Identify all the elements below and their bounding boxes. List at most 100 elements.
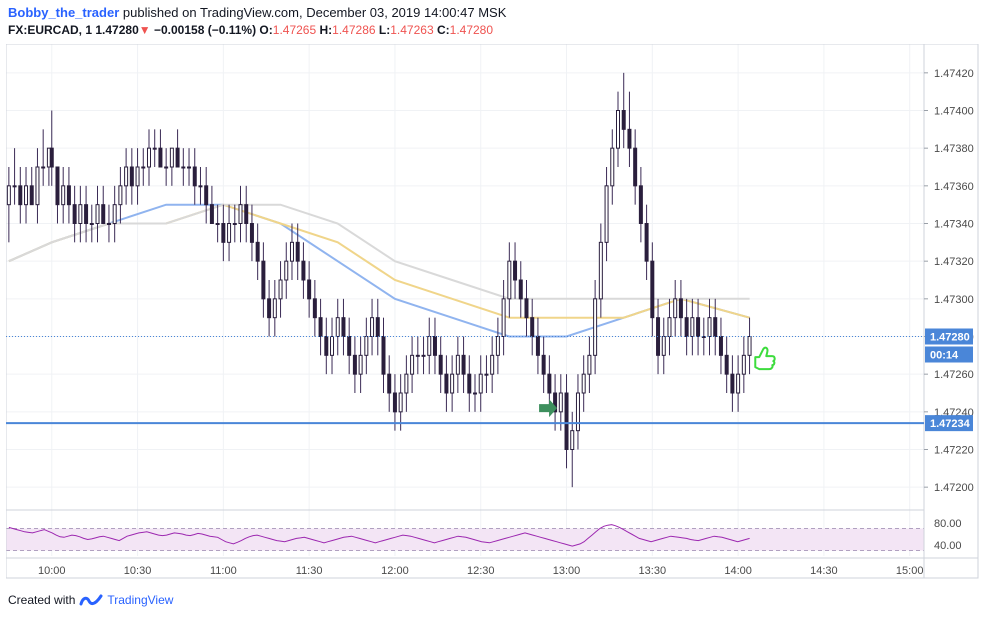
candle-body [473,392,478,395]
candle-body [575,392,580,432]
candle-body [106,223,111,225]
candle-body [724,354,729,375]
candle-body [524,298,529,319]
tradingview-brand-link[interactable]: TradingView [107,593,174,607]
y-tick-label: 1.47300 [934,294,974,306]
rsi-tick-label: 40.00 [934,540,962,552]
candle-body [35,166,40,206]
y-tick-label: 1.47420 [934,68,974,80]
candle-body [404,373,409,394]
price-change: −0.00158 (−0.11%) [153,23,257,37]
last-price-label: 1.47280 [930,332,970,344]
candle-body [461,354,466,375]
last-price-label-bg [925,328,973,345]
candle-body [204,185,209,206]
x-tick-label: 13:30 [639,565,667,577]
candle-body [415,354,420,357]
candle-body [307,279,312,300]
published-text: published on TradingView.com, December 0… [122,5,507,20]
candle-body [455,354,460,375]
chart-frame [5,43,979,579]
candle-body [181,166,186,169]
candle-body [272,298,277,319]
countdown-label: 00:14 [930,350,959,362]
candle-body [610,147,615,187]
candle-body [518,279,523,300]
candle-body [330,336,335,356]
candle-body [227,223,232,243]
chart-header: Bobby_the_trader published on TradingVie… [0,0,988,44]
candle-body [621,110,626,130]
candle-body [24,185,29,206]
candle-body [375,317,380,337]
x-tick-label: 11:00 [210,565,237,577]
candle-body [604,185,609,243]
candle-body [295,241,300,262]
candle-body [61,185,66,206]
candle-body [633,147,638,187]
candle-body [427,336,432,356]
candle-body [112,204,117,225]
candle-body [673,298,678,319]
candle-body [587,354,592,375]
candles [6,72,752,488]
candle-body [547,373,552,394]
y-tick-label: 1.47400 [934,106,974,118]
candle-body [638,185,643,224]
open-label: O: [259,23,273,37]
thumbs-up-icon [754,346,776,371]
candle-body [570,430,575,450]
candle-body [164,166,169,169]
rsi-band [6,528,924,551]
candle-body [467,373,472,394]
rsi-tick-label: 80.00 [934,518,962,530]
support-price-label-bg [925,415,973,432]
close-label: C: [436,23,450,37]
candle-body [432,336,437,356]
ema-line [8,203,750,338]
candle-body [187,166,192,169]
candle-body [484,373,489,376]
y-tick-label: 1.47220 [934,445,974,457]
candle-body [18,185,23,206]
symbol-line: FX:EURCAD, 1 1.47280▼ −0.00158 (−0.11%) … [8,23,493,37]
candle-body [364,336,369,356]
candle-body [66,185,71,206]
candle-body [616,110,620,149]
candle-body [215,223,220,225]
candle-body [95,204,100,225]
candle-body [598,241,603,300]
y-tick-label: 1.47320 [934,256,974,268]
x-tick-label: 10:30 [124,565,152,577]
candle-body [444,373,449,394]
candle-body [101,204,106,225]
support-price-label: 1.47234 [930,418,971,430]
candle-body [49,147,54,168]
candle-body [713,317,718,337]
candle-body [684,317,689,337]
candle-body [495,336,500,356]
candle-body [690,317,695,337]
x-tick-label: 10:00 [38,565,66,577]
candle-body [490,354,495,375]
x-tick-label: 12:30 [467,565,495,577]
candle-body [667,317,672,337]
candle-body [169,147,174,168]
ema-line [8,203,750,300]
grid-lines [6,44,924,556]
x-tick-label: 13:00 [553,565,581,577]
author-link[interactable]: Bobby_the_trader [8,5,120,20]
candle-body [535,336,540,356]
candle-body [581,373,586,394]
candle-body [192,166,197,187]
chart-area[interactable]: 80.00 40.00 1.47420 1.47400 1.47380 1.47360 1… [5,43,979,579]
candle-body [661,336,666,356]
y-tick-label: 1.47340 [934,219,974,231]
candle-body [421,354,426,357]
candle-body [450,373,455,394]
candle-body [232,223,237,225]
candle-body [730,373,735,394]
candle-body [141,166,146,169]
x-tick-label: 15:00 [896,565,924,577]
